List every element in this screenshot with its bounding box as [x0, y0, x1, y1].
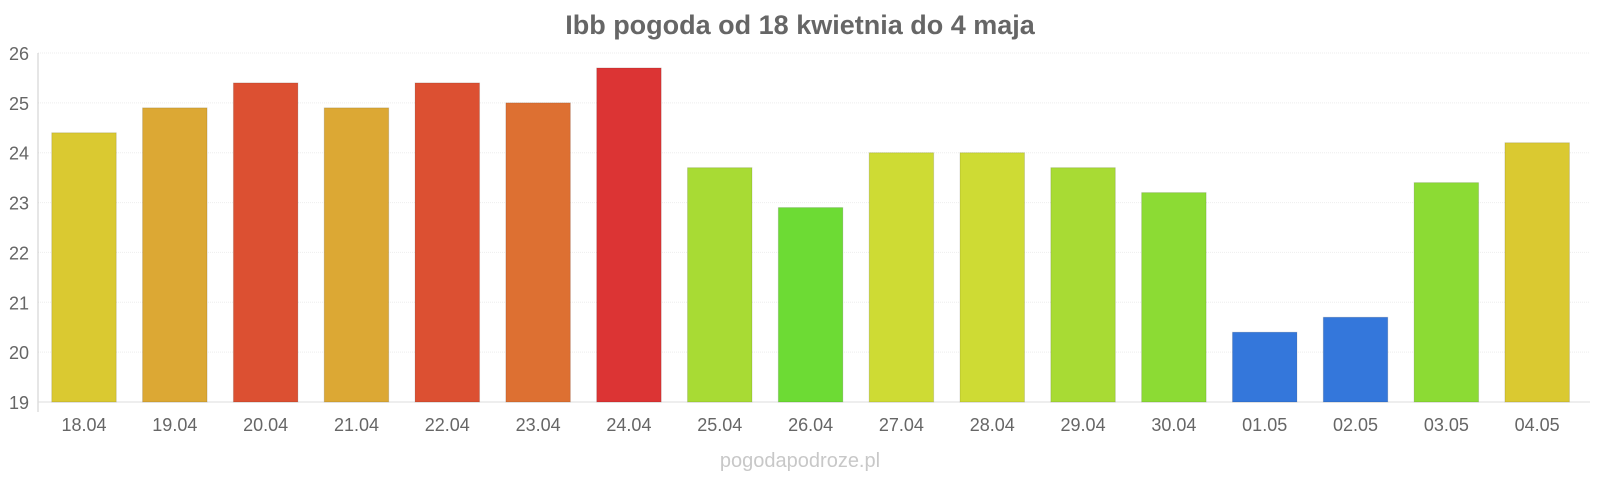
bar-21.04 [323, 107, 390, 403]
bar-24.04 [596, 67, 662, 403]
chart-title: Ibb pogoda od 18 kwietnia do 4 maja [565, 10, 1035, 40]
bar-18.04 [51, 132, 117, 403]
bar-19.04 [142, 107, 208, 403]
labels-layer: 18.04 19.04 20.04 21.04 22.04 23.04 24.04 25.04… [61, 415, 1559, 435]
y-tick-label: 24 [9, 144, 29, 164]
y-tick-label: 25 [9, 94, 29, 114]
x-tick-label: 20.04 [243, 415, 288, 435]
x-tick-label: 21.04 [334, 415, 379, 435]
x-tick-label: 01.05 [1242, 415, 1287, 435]
y-tick-label: 21 [9, 293, 29, 313]
bar-28.04 [959, 152, 1025, 403]
x-tick-label: 18.04 [61, 415, 106, 435]
x-tick-label: 23.04 [516, 415, 561, 435]
bar-27.04 [868, 152, 935, 403]
bar-03.05 [1413, 182, 1480, 403]
x-tick-label: 03.05 [1424, 415, 1469, 435]
bar-02.05 [1322, 316, 1389, 403]
y-tick-label: 26 [9, 44, 29, 64]
x-tick-label: 29.04 [1061, 415, 1106, 435]
y-tick-label: 23 [9, 194, 29, 214]
x-tick-label: 04.05 [1515, 415, 1560, 435]
x-tick-label: 28.04 [970, 415, 1015, 435]
x-tick-label: 02.05 [1333, 415, 1378, 435]
x-tick-label: 26.04 [788, 415, 833, 435]
bar-26.04 [777, 207, 844, 403]
bar-29.04 [1050, 167, 1116, 403]
y-tick-label: 20 [9, 343, 29, 363]
bar-22.04 [414, 82, 481, 403]
bar-25.04 [687, 167, 753, 403]
bar-04.05 [1504, 142, 1570, 403]
x-tick-label: 27.04 [879, 415, 924, 435]
x-tick-label: 22.04 [425, 415, 470, 435]
x-tick-label: 24.04 [606, 415, 651, 435]
y-tick-label: 22 [9, 243, 29, 263]
x-tick-label: 25.04 [697, 415, 742, 435]
x-tick-label: 19.04 [152, 415, 197, 435]
watermark: pogodapodroze.pl [719, 450, 881, 472]
bars-layer [51, 67, 1570, 403]
bar-01.05 [1231, 331, 1298, 403]
bar-30.04 [1141, 192, 1207, 403]
bar-20.04 [232, 82, 299, 403]
bar-23.04 [505, 102, 571, 403]
x-tick-label: 30.04 [1151, 415, 1196, 435]
y-tick-label: 19 [9, 393, 29, 413]
